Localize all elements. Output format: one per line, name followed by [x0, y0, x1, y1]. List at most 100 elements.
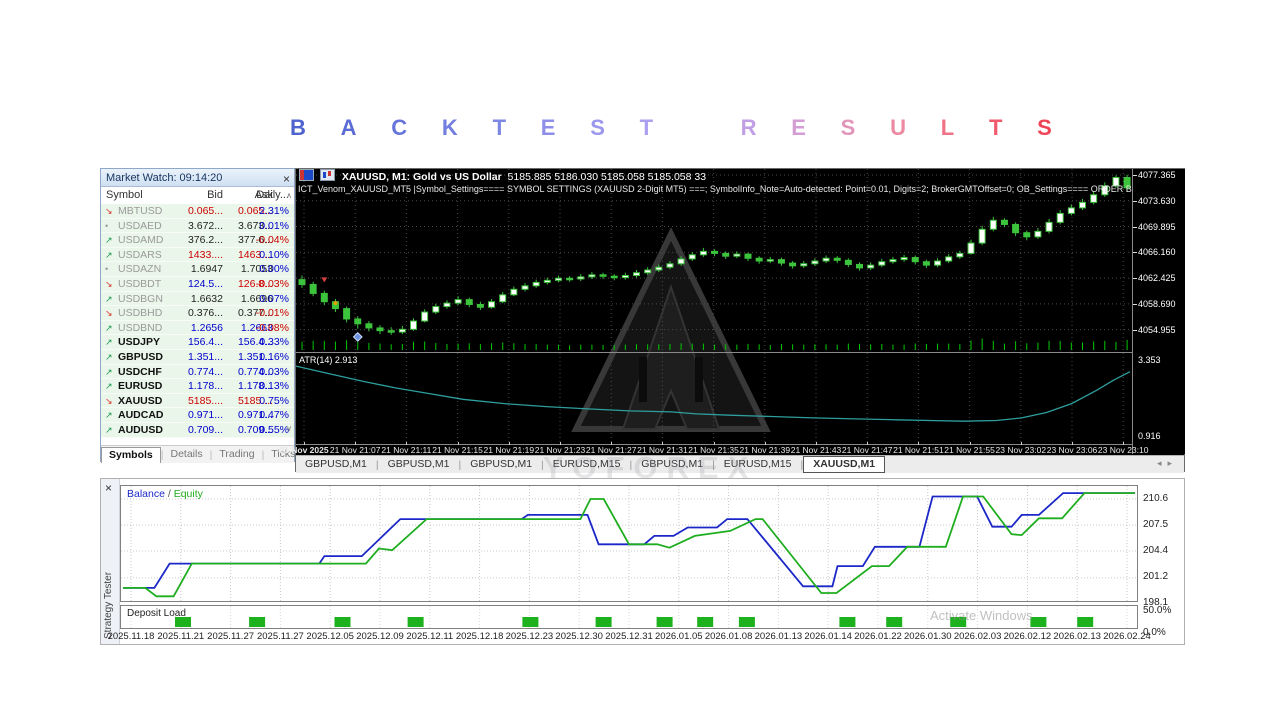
column-header-daily[interactable]: Daily...	[256, 189, 289, 201]
balance-axis-label: 204.4	[1143, 545, 1169, 556]
cell-ask: 0.065...	[237, 205, 273, 217]
column-header-symbol[interactable]: Symbol	[106, 189, 143, 201]
time-tick	[304, 442, 305, 445]
balance-line	[123, 492, 1135, 589]
deposit-load-bar	[522, 617, 539, 627]
candle	[320, 290, 328, 350]
dot-marker-icon	[333, 301, 338, 306]
cell-symbol: USDAMD	[118, 234, 164, 247]
symbol-row-usdjpy[interactable]: ↗ USDJPY 156.4... 156.4... 0.33%	[101, 335, 294, 350]
symbol-row-usdbnd[interactable]: ↗ USDBND 1.2656 1.2663 -0.08%	[101, 320, 294, 336]
chart-tab-gbpusd-m1[interactable]: GBPUSD,M1	[387, 458, 450, 470]
candlestick-chart-canvas[interactable]	[296, 169, 1132, 352]
chart-tab-gbpusd-m1[interactable]: GBPUSD,M1	[470, 458, 533, 470]
symbol-row-mbtusd[interactable]: ↘ MBTUSD 0.065... 0.065... 2.31%	[101, 204, 294, 219]
scroll-up-icon[interactable]: ∧	[286, 191, 292, 200]
candle	[711, 249, 719, 350]
up-trend-icon: ↗	[105, 249, 113, 260]
close-icon[interactable]: ×	[282, 172, 290, 186]
candle	[922, 259, 930, 350]
up-trend-icon: ↗	[105, 322, 113, 333]
tab-scroll-arrows[interactable]: ◂▸	[1157, 458, 1178, 469]
date-axis-label: 2026.02.24	[1103, 631, 1151, 642]
deposit-load-bar	[1077, 617, 1094, 627]
market-watch-tab-trading[interactable]: Trading	[219, 448, 255, 460]
atr-max-label: 3.353	[1138, 355, 1161, 365]
deposit-load-canvas[interactable]	[121, 606, 1137, 628]
time-axis-label: 21 Nov 21:55	[944, 445, 995, 455]
symbol-row-usdbgn[interactable]: ↗ USDBGN 1.6632 1.6696 0.07%	[101, 291, 294, 307]
market-watch-tab-details[interactable]: Details	[170, 448, 203, 460]
symbol-row-gbpusd[interactable]: ↗ GBPUSD 1.351... 1.351... 0.16%	[101, 350, 294, 365]
candle	[443, 300, 451, 350]
symbol-row-usdazn[interactable]: • USDAZN 1.6947 1.7053 0.00%	[101, 262, 294, 277]
symbol-row-usdamd[interactable]: ↗ USDAMD 376.2... 377.6... -0.04%	[101, 233, 294, 248]
symbol-row-usdaed[interactable]: • USDAED 3.672... 3.673... 0.01%	[101, 218, 294, 234]
candle	[777, 257, 785, 350]
balance-axis-label: 207.5	[1143, 519, 1169, 530]
strategy-tester-tab[interactable]: Strategy Tester	[103, 571, 114, 639]
symbol-row-eurusd[interactable]: ↗ EURUSD 1.178... 1.178... 0.13%	[101, 379, 294, 394]
cell-bid: 0.971...	[187, 409, 223, 422]
deposit-load-bar	[886, 617, 903, 627]
balance-axis-label: 210.6	[1143, 493, 1169, 504]
price-axis-label: 4066.160	[1138, 247, 1176, 258]
symbol-row-audusd[interactable]: ↗ AUDUSD 0.709... 0.709... 0.55%	[101, 423, 294, 438]
cell-symbol: USDBHD	[118, 307, 163, 320]
time-axis-label: 21 Nov 21:47	[841, 445, 893, 455]
time-tick	[611, 442, 613, 445]
chart-tab-eurusd-m15[interactable]: EURUSD,M15	[723, 458, 792, 470]
title-letter: T	[988, 115, 1003, 140]
candle	[666, 261, 674, 350]
equity-line	[123, 492, 1135, 598]
symbol-row-audcad[interactable]: ↗ AUDCAD 0.971... 0.971... 0.47%	[101, 408, 294, 423]
candle	[934, 258, 942, 350]
atr-indicator-canvas[interactable]	[295, 353, 1132, 444]
candle	[900, 254, 908, 350]
cell-bid: 0.709...	[187, 424, 223, 436]
chart-tab-gbpusd-m1[interactable]: GBPUSD,M1	[641, 458, 704, 470]
cell-symbol: AUDUSD	[118, 424, 163, 436]
symbol-row-usdbdt[interactable]: ↘ USDBDT 124.5... 126.8... -0.03%	[101, 277, 294, 292]
close-icon[interactable]: ×	[105, 481, 113, 495]
market-watch-tab-ticks[interactable]: Ticks	[271, 448, 296, 460]
title-letter: E	[791, 115, 806, 140]
candlestick-chart-icon	[319, 169, 335, 181]
column-header-ask[interactable]: Ask	[254, 189, 273, 201]
date-axis-label: 2025.12.23	[505, 631, 554, 642]
date-axis-label: 2025.11.27	[256, 631, 304, 642]
candle	[577, 274, 585, 350]
chart-tab-gbpusd-m1[interactable]: GBPUSD,M1	[305, 458, 367, 470]
candle	[644, 267, 652, 350]
candle	[1023, 230, 1031, 350]
chart-tab-xauusd-m1[interactable]: XAUUSD,M1	[803, 456, 886, 473]
symbol-row-usdchf[interactable]: ↗ USDCHF 0.774... 0.774... 0.03%	[101, 364, 294, 380]
cell-daily-change: 0.75%	[259, 394, 289, 407]
symbol-row-usdars[interactable]: ↗ USDARS 1433.... 1463.... 0.10%	[101, 247, 294, 263]
up-trend-icon: ↗	[105, 235, 113, 246]
up-trend-icon: ↗	[105, 352, 113, 362]
market-watch-tab-symbols[interactable]: Symbols	[101, 446, 161, 463]
balance-equity-canvas[interactable]	[121, 486, 1137, 601]
tab-separator: |	[261, 448, 265, 461]
candle	[599, 272, 607, 350]
scroll-down-icon[interactable]: ∨	[286, 424, 292, 433]
symbol-row-usdbhd[interactable]: ↘ USDBHD 0.376... 0.377... -0.01%	[101, 306, 294, 321]
cell-ask: 3.673...	[237, 219, 273, 232]
candle	[945, 254, 953, 350]
date-axis-label: 2025.12.30	[555, 631, 603, 642]
chart-tab-eurusd-m15[interactable]: EURUSD,M15	[552, 458, 621, 470]
down-trend-icon: ↘	[105, 279, 113, 289]
candle	[354, 316, 362, 350]
tab-separator: |	[541, 458, 544, 471]
panel-separator[interactable]	[296, 352, 1184, 353]
column-header-bid[interactable]: Bid	[207, 189, 223, 201]
deposit-load-bar	[407, 617, 424, 627]
deposit-load-frame: Deposit Load	[120, 605, 1138, 629]
symbol-row-xauusd[interactable]: ↘ XAUUSD 5185.... 5185.... 0.75%	[101, 393, 294, 409]
time-tick	[662, 442, 664, 445]
time-axis-label: 21 Nov 21:27	[585, 445, 637, 455]
tab-scroll-right-icon[interactable]: ▸	[1167, 458, 1178, 468]
tab-scroll-left-icon[interactable]: ◂	[1156, 458, 1168, 468]
candle	[766, 256, 774, 350]
